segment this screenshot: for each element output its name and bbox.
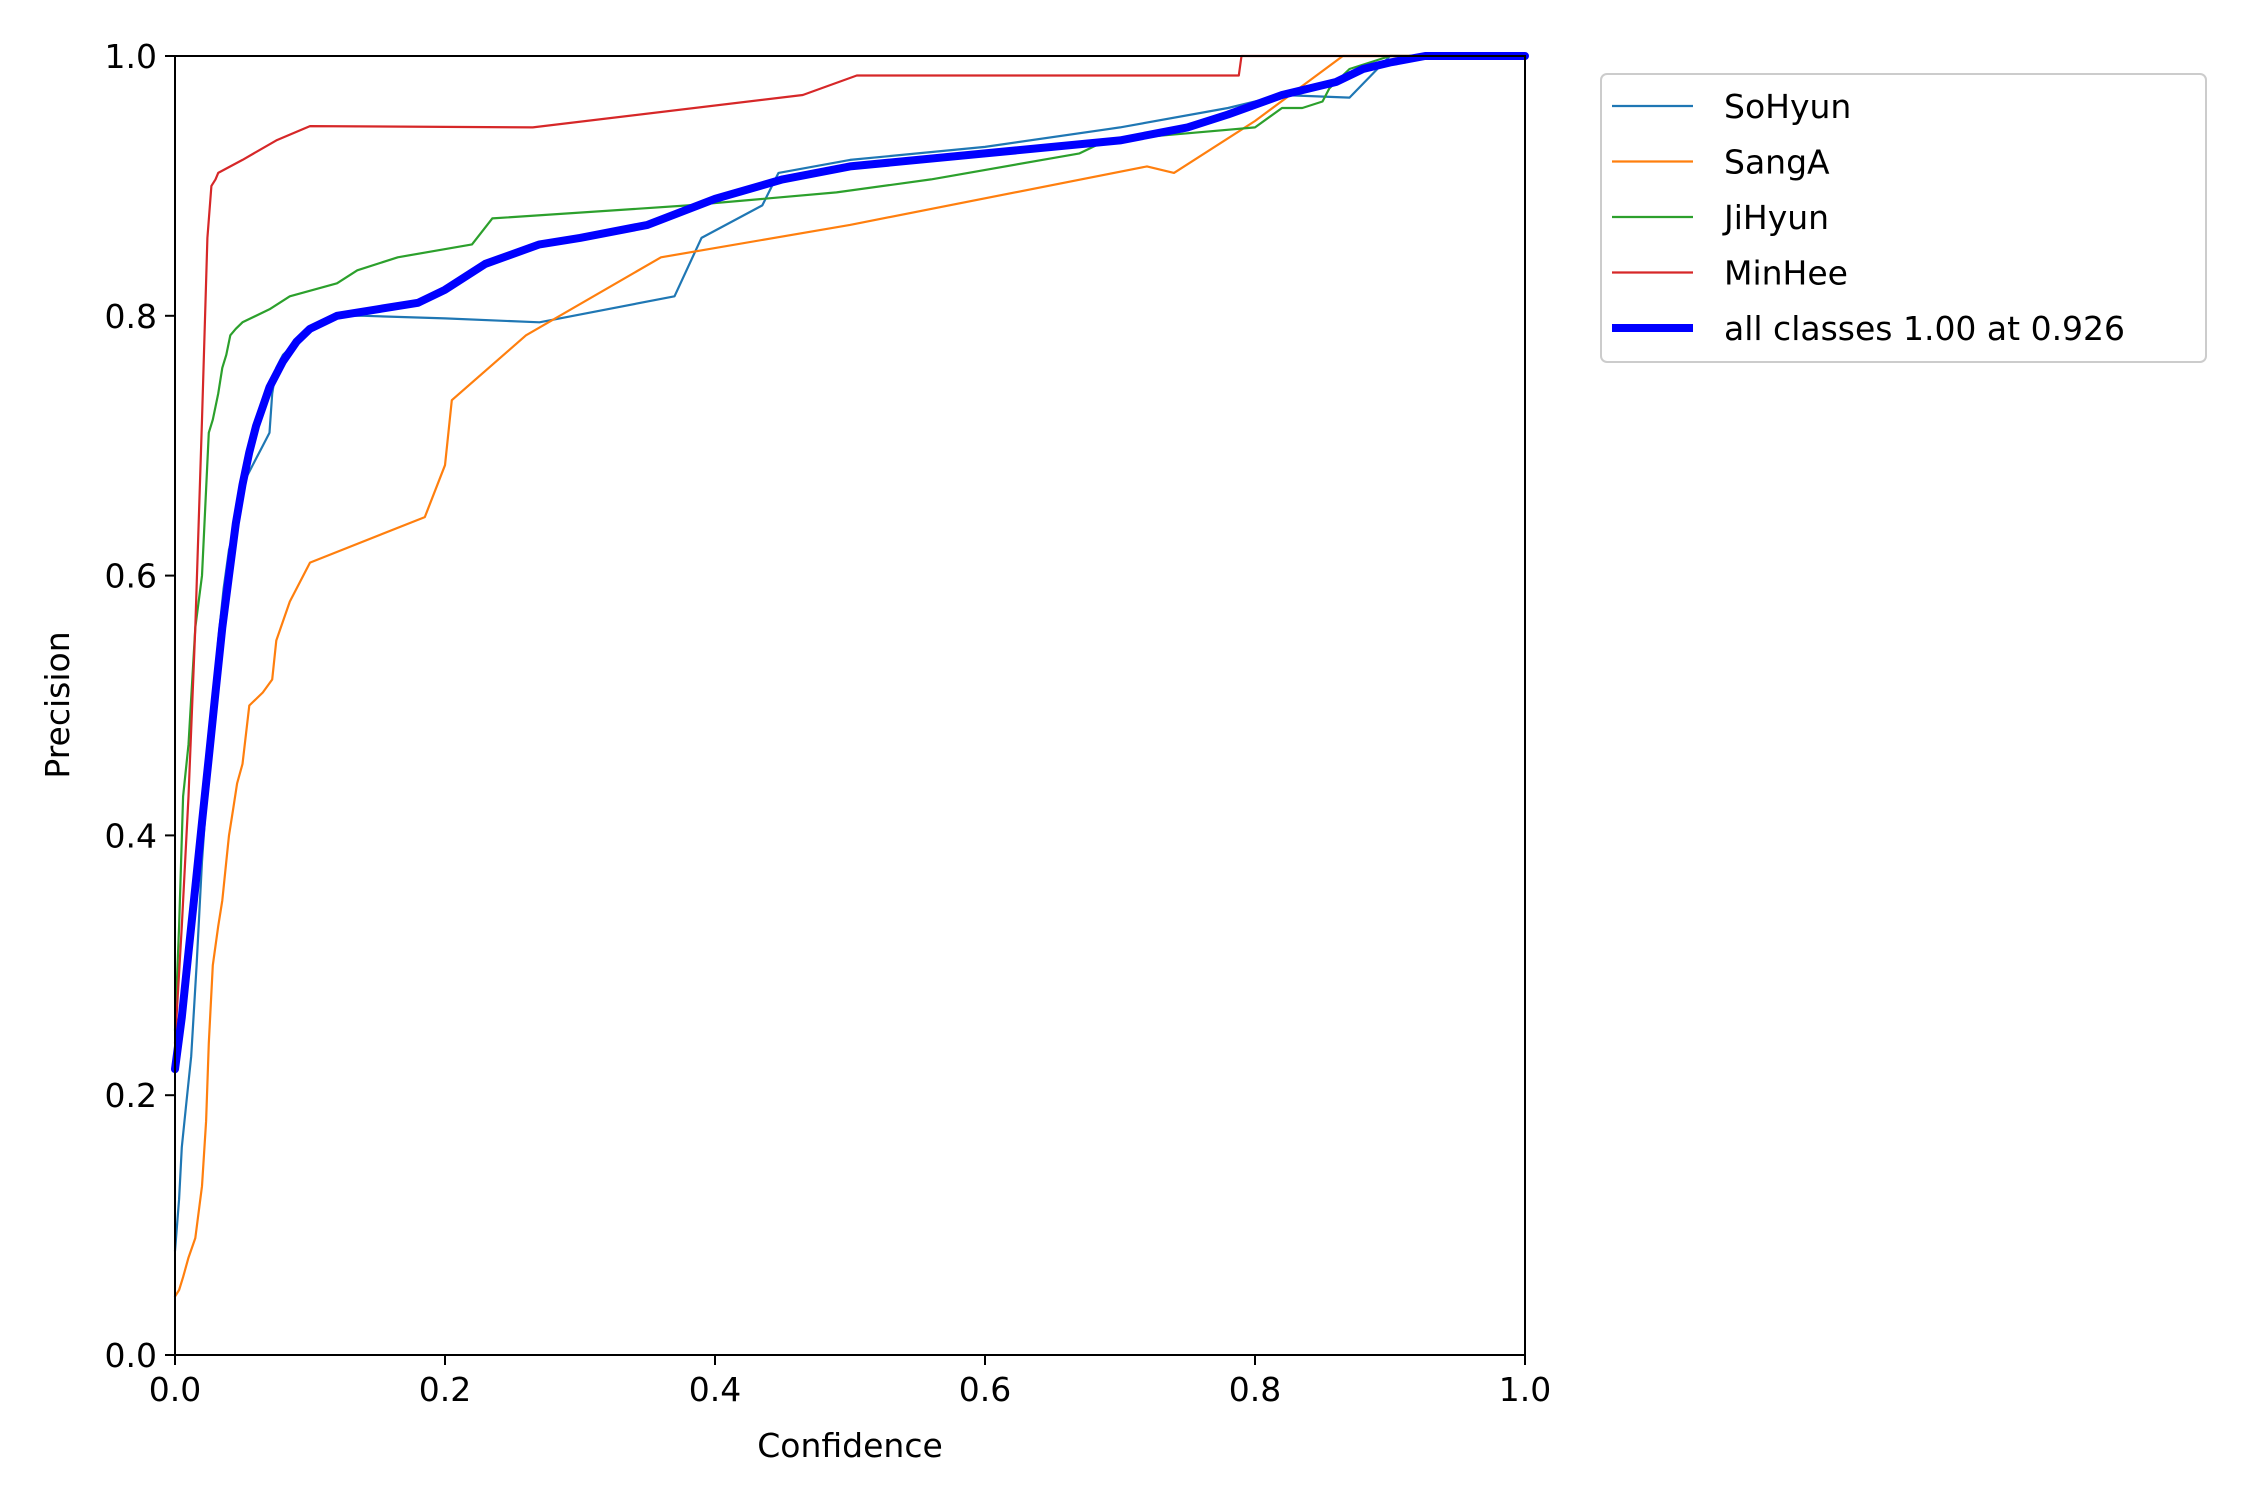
- plot-lines: [171, 52, 1529, 1298]
- series-line-1: [173, 54, 1527, 1298]
- legend-label-2: JiHyun: [1722, 198, 1829, 237]
- x-axis-label: Confidence: [757, 1426, 943, 1465]
- x-tick-label: 0.6: [959, 1370, 1011, 1409]
- x-axis-ticks: 0.0 0.2 0.4 0.6 0.8 1.0: [149, 1355, 1551, 1409]
- series-line-4: [171, 52, 1529, 1074]
- x-tick-label: 0.4: [689, 1370, 741, 1409]
- y-tick-label: 0.6: [105, 557, 157, 596]
- plot-frame: [174, 55, 1526, 1356]
- y-tick-label: 0.0: [105, 1336, 157, 1375]
- legend-label-4: all classes 1.00 at 0.926: [1724, 309, 2125, 348]
- legend-label-1: SangA: [1724, 143, 1830, 182]
- y-tick-label: 0.8: [105, 297, 157, 336]
- y-axis-ticks: 0.0 0.2 0.4 0.6 0.8 1.0: [105, 37, 175, 1375]
- legend-label-3: MinHee: [1724, 254, 1848, 293]
- x-tick-label: 1.0: [1499, 1370, 1551, 1409]
- legend-items: SoHyun SangA JiHyun MinHee all classes 1.00 …: [1612, 87, 2125, 348]
- legend-label-0: SoHyun: [1724, 87, 1851, 126]
- legend: SoHyun SangA JiHyun MinHee all classes 1.00 …: [1600, 73, 2207, 363]
- x-tick-label: 0.0: [149, 1370, 201, 1409]
- series-line-2: [173, 54, 1527, 1032]
- y-tick-label: 1.0: [105, 37, 157, 76]
- y-axis-label: Precision: [38, 631, 77, 778]
- legend-box: [1600, 73, 2207, 363]
- series-line-3: [173, 54, 1527, 1045]
- y-tick-label: 0.4: [105, 816, 157, 855]
- series-line-0: [173, 54, 1527, 1253]
- y-tick-label: 0.2: [105, 1076, 157, 1115]
- x-tick-label: 0.8: [1229, 1370, 1281, 1409]
- x-tick-label: 0.2: [419, 1370, 471, 1409]
